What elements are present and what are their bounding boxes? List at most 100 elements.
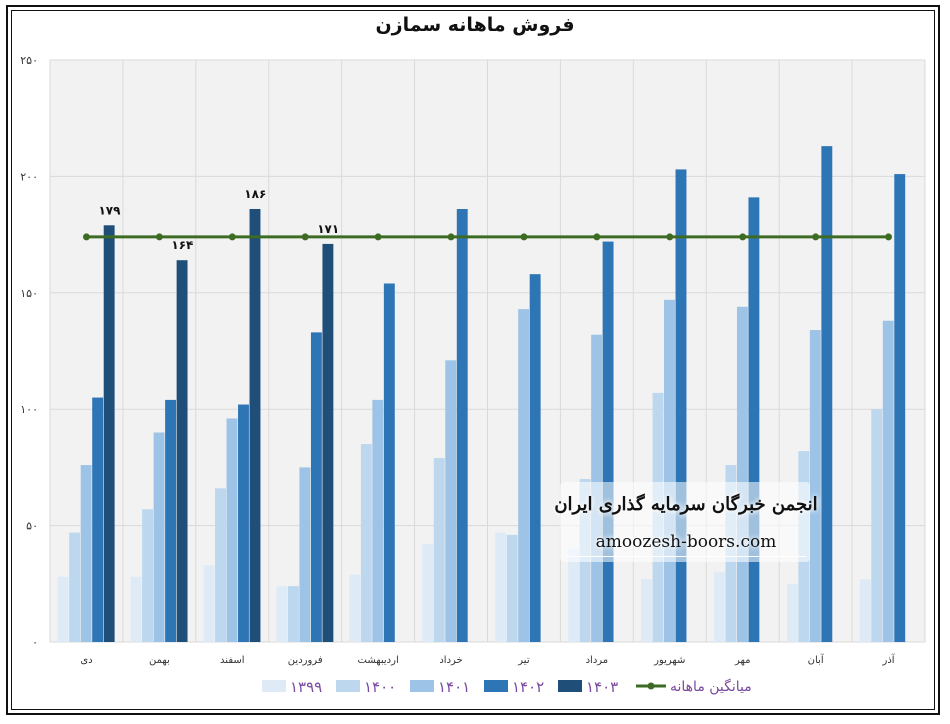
bar-۱۴۰۱-اسفند (226, 418, 238, 642)
average-marker (447, 233, 455, 241)
legend-label-average: میانگین ماهانه (670, 678, 752, 695)
x-tick-label: آبان (808, 653, 825, 666)
bar-۱۴۰۲-خرداد (456, 208, 468, 642)
data-label: ۱۶۴ (171, 238, 193, 252)
x-tick-label: تیر (517, 655, 530, 666)
bar-۱۳۹۹-آذر (859, 579, 871, 642)
bar-۱۴۰۲-تیر (529, 274, 541, 642)
bar-۱۳۹۹-بهمن (130, 576, 142, 642)
x-tick-label: خرداد (439, 655, 462, 666)
bar-۱۴۰۰-بهمن (142, 509, 154, 642)
bar-۱۴۰۲-فروردین (310, 332, 322, 642)
legend-label: ۱۴۰۱ (438, 678, 470, 696)
bar-۱۴۰۲-اردیبهشت (383, 283, 395, 642)
data-label: ۱۸۶ (244, 187, 266, 201)
bar-۱۴۰۱-شهریور (664, 299, 675, 642)
average-marker (666, 233, 674, 241)
bar-۱۴۰۱-مهر (736, 306, 748, 642)
y-tick-label: ۵۰ (26, 520, 38, 533)
average-marker (812, 233, 820, 241)
bar-۱۴۰۱-فروردین (299, 467, 311, 642)
average-marker (82, 233, 90, 241)
watermark-title: انجمن خبرگان سرمایه گذاری ایران (554, 494, 818, 515)
average-marker (520, 233, 528, 241)
average-marker (885, 233, 893, 241)
x-tick-label: مهر (734, 655, 750, 666)
bar-۱۴۰۰-فروردین (287, 586, 299, 642)
inner-border (11, 10, 935, 710)
bar-۱۴۰۲-آبان (821, 146, 833, 643)
bar-۱۳۹۹-دی (57, 576, 69, 642)
bar-۱۴۰۳-دی (103, 225, 115, 642)
bar-۱۳۹۹-اسفند (203, 565, 215, 642)
y-tick-label: ۱۰۰ (20, 403, 38, 416)
bar-۱۳۹۹-فروردین (276, 586, 288, 642)
bar-۱۳۹۹-شهریور (641, 579, 652, 642)
bar-۱۴۰۲-مرداد (602, 241, 614, 643)
bar-۱۴۰۳-بهمن (176, 260, 188, 642)
bar-۱۴۰۱-آبان (809, 330, 821, 642)
bar-۱۴۰۰-دی (69, 532, 81, 642)
bar-۱۴۰۱-آذر (882, 320, 894, 642)
watermark-backdrop (560, 482, 810, 562)
average-marker (593, 233, 601, 241)
bar-۱۳۹۹-خرداد (422, 544, 434, 642)
average-marker (739, 233, 747, 241)
bar-۱۴۰۰-خرداد (433, 458, 445, 642)
x-tick-label: آذر (882, 653, 896, 666)
bar-۱۳۹۹-آبان (786, 583, 798, 642)
bar-۱۴۰۲-مهر (748, 197, 760, 643)
x-tick-label: بهمن (149, 655, 170, 666)
bar-۱۳۹۹-اردیبهشت (349, 574, 361, 642)
bar-۱۴۰۳-فروردین (322, 243, 334, 643)
bar-۱۳۹۹-مهر (713, 572, 725, 642)
data-label: ۱۷۹ (98, 203, 121, 217)
legend-label: ۱۴۰۰ (364, 678, 396, 696)
bar-۱۴۰۱-بهمن (153, 432, 165, 642)
y-tick-label: ۱۵۰ (20, 287, 38, 300)
bar-۱۴۰۰-تیر (506, 534, 518, 642)
bar-۱۴۰۰-آذر (871, 409, 883, 642)
chart-title: فروش ماهانه سمازن (375, 14, 575, 36)
x-tick-label: فروردین (288, 655, 323, 666)
y-tick-label: ۰ (32, 636, 38, 649)
legend-swatch-۱۴۰۱ (410, 680, 434, 692)
legend-label: ۱۳۹۹ (290, 678, 322, 696)
bar-۱۳۹۹-مرداد (568, 548, 580, 642)
bar-۱۴۰۲-دی (92, 397, 104, 642)
average-marker (301, 233, 309, 241)
bar-۱۴۰۲-بهمن (165, 399, 177, 642)
average-marker (155, 233, 163, 241)
watermark-site: amoozesh-boors.com (566, 532, 806, 557)
bar-۱۴۰۲-آذر (894, 174, 906, 642)
y-tick-label: ۲۵۰ (20, 54, 38, 67)
y-tick-label: ۲۰۰ (20, 170, 38, 183)
bar-۱۴۰۱-دی (80, 465, 92, 642)
x-tick-label: اسفند (220, 655, 244, 666)
bar-۱۴۰۲-شهریور (675, 169, 687, 642)
legend-swatch-۱۴۰۲ (484, 680, 508, 692)
legend-swatch-۱۴۰۰ (336, 680, 360, 692)
data-label: ۱۷۱ (317, 222, 339, 236)
bar-۱۴۰۱-اردیبهشت (372, 399, 384, 642)
bar-۱۴۰۱-خرداد (445, 360, 457, 642)
average-marker (374, 233, 382, 241)
x-tick-label: اردیبهشت (358, 655, 399, 666)
outer-border (6, 5, 940, 715)
legend-label: ۱۴۰۳ (586, 678, 618, 696)
bar-۱۳۹۹-تیر (495, 532, 507, 642)
bar-۱۴۰۲-اسفند (238, 404, 249, 642)
legend-label: ۱۴۰۲ (512, 678, 544, 696)
legend-swatch-۱۳۹۹ (262, 680, 286, 692)
bar-۱۴۰۰-اسفند (215, 488, 226, 642)
bar-۱۴۰۰-اردیبهشت (360, 444, 372, 642)
x-tick-label: دی (80, 655, 92, 666)
average-marker (228, 233, 236, 241)
legend-average-marker (647, 682, 655, 690)
bar-۱۴۰۳-اسفند (249, 208, 261, 642)
legend-swatch-۱۴۰۳ (558, 680, 582, 692)
bar-۱۴۰۱-تیر (518, 309, 530, 642)
x-tick-label: شهریور (653, 655, 685, 666)
x-tick-label: مرداد (586, 655, 609, 666)
